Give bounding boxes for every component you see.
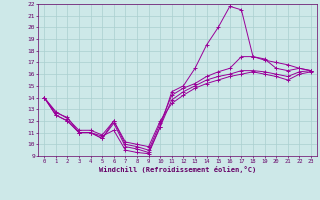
X-axis label: Windchill (Refroidissement éolien,°C): Windchill (Refroidissement éolien,°C) [99,166,256,173]
